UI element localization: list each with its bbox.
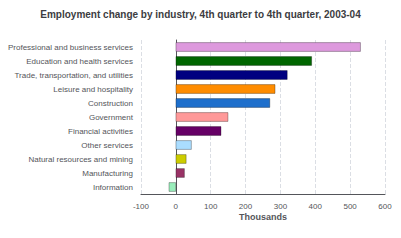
svg-text:Education and health services: Education and health services: [26, 57, 133, 66]
svg-text:300: 300: [274, 202, 288, 211]
svg-text:Construction: Construction: [88, 99, 133, 108]
svg-text:Trade, transportation, and uti: Trade, transportation, and utilities: [15, 71, 133, 80]
svg-text:Manufacturing: Manufacturing: [82, 169, 133, 178]
svg-text:500: 500: [343, 202, 357, 211]
svg-text:0: 0: [174, 202, 179, 211]
svg-text:Information: Information: [93, 183, 133, 192]
svg-text:600: 600: [378, 202, 392, 211]
svg-text:-100: -100: [133, 202, 150, 211]
svg-text:Leisure and hospitality: Leisure and hospitality: [53, 85, 133, 94]
svg-text:Government: Government: [89, 113, 134, 122]
svg-text:Financial activities: Financial activities: [68, 127, 133, 136]
svg-text:Natural resources and mining: Natural resources and mining: [28, 155, 133, 164]
svg-text:Employment change by industry,: Employment change by industry, 4th quart…: [40, 9, 361, 20]
svg-text:Other services: Other services: [81, 141, 133, 150]
svg-text:400: 400: [309, 202, 323, 211]
svg-text:200: 200: [239, 202, 253, 211]
svg-text:100: 100: [204, 202, 218, 211]
svg-text:Professional and business serv: Professional and business services: [8, 43, 133, 52]
svg-text:Thousands: Thousands: [239, 212, 287, 222]
